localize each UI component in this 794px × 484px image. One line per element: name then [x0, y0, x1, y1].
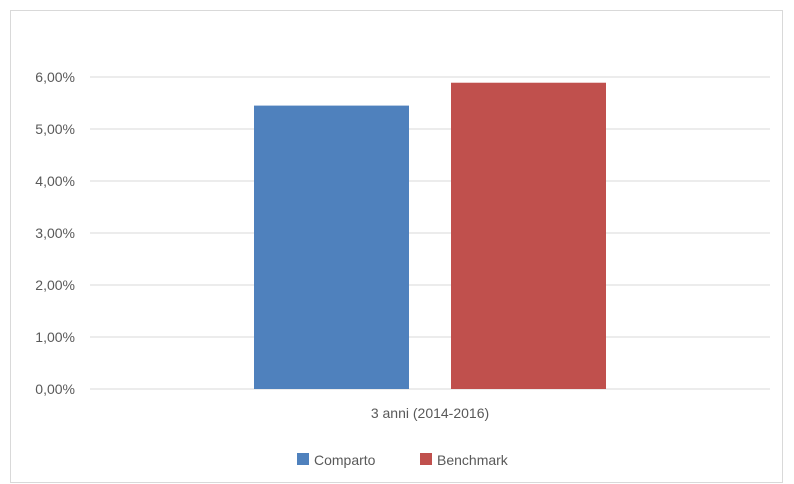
y-tick-label: 6,00% — [35, 69, 75, 85]
legend-item-comparto: Comparto — [297, 452, 376, 468]
legend-item-benchmark: Benchmark — [420, 452, 509, 468]
bar-comparto — [254, 105, 409, 389]
legend-label: Comparto — [314, 452, 376, 468]
y-axis-tick-labels: 0,00% 1,00% 2,00% 3,00% 4,00% 5,00% 6,00% — [35, 69, 75, 397]
bars — [254, 82, 606, 389]
y-tick-label: 4,00% — [35, 173, 75, 189]
gridlines — [90, 76, 770, 390]
y-tick-label: 2,00% — [35, 277, 75, 293]
y-tick-label: 0,00% — [35, 381, 75, 397]
legend-swatch — [420, 453, 432, 465]
y-tick-label: 1,00% — [35, 329, 75, 345]
legend-label: Benchmark — [437, 452, 509, 468]
y-tick-label: 3,00% — [35, 225, 75, 241]
x-axis-category-labels: 3 anni (2014-2016) — [371, 405, 489, 421]
y-tick-label: 5,00% — [35, 121, 75, 137]
legend: Comparto Benchmark — [297, 452, 509, 468]
bar-benchmark — [451, 82, 606, 389]
legend-swatch — [297, 453, 309, 465]
x-category-label: 3 anni (2014-2016) — [371, 405, 489, 421]
